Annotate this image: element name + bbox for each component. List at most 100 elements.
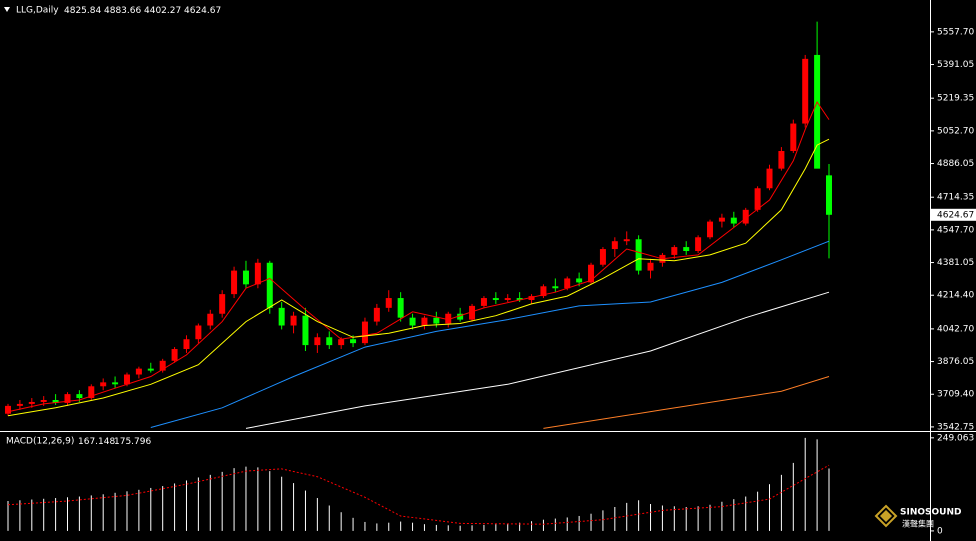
candle-body — [219, 294, 226, 314]
y-tick-label: 0 — [937, 526, 943, 536]
candle-body — [361, 321, 368, 344]
y-tick-label: 3542.75 — [937, 422, 974, 432]
watermark-text: SINOSOUND — [900, 508, 961, 518]
candle-body — [28, 401, 35, 404]
moving-average — [7, 138, 830, 417]
y-tick-label: 4886.05 — [937, 159, 974, 169]
candle-body — [564, 278, 571, 289]
candle-body — [552, 286, 559, 289]
moving-average — [150, 240, 830, 428]
candle-body — [492, 298, 499, 301]
candle-body — [135, 368, 142, 375]
candle-body — [433, 317, 440, 324]
candle-body — [635, 239, 642, 271]
moving-average — [7, 100, 830, 413]
macd-header: 167.148 175.796 — [78, 437, 151, 447]
candle-body — [290, 315, 297, 326]
candle-body — [445, 313, 452, 324]
y-tick-label: 3709.40 — [937, 390, 974, 400]
candle-body — [278, 307, 285, 326]
watermark: SINOSOUND 漢聲集團 — [874, 504, 961, 529]
candle-body — [350, 339, 357, 344]
signal-line — [7, 464, 830, 525]
y-tick-label: 5219.35 — [937, 94, 974, 104]
candle-body — [147, 368, 154, 371]
candle-body — [695, 237, 702, 251]
y-tick-label: 4381.05 — [937, 258, 974, 268]
candle-body — [40, 400, 47, 402]
candle-body — [373, 307, 380, 322]
candle-body — [421, 317, 428, 326]
candle-body — [457, 313, 464, 320]
candle-body — [469, 305, 476, 320]
price-pane — [5, 21, 832, 429]
candle-body — [302, 315, 309, 346]
candle-body — [183, 339, 190, 350]
candle-body — [647, 262, 654, 271]
moving-average — [543, 376, 830, 429]
last-price-label: 4624.67 — [937, 210, 974, 220]
watermark-subtext: 漢聲集團 — [902, 519, 934, 529]
y-tick-label: 249.063 — [937, 433, 974, 443]
candle-body — [207, 313, 214, 326]
moving-average — [245, 291, 830, 429]
y-tick-label: 3876.05 — [937, 357, 974, 367]
y-tick-label: 4714.35 — [937, 193, 974, 203]
candle-body — [778, 151, 785, 169]
candle-body — [730, 217, 737, 224]
candle-body — [338, 339, 345, 346]
y-tick-label: 5391.05 — [937, 60, 974, 70]
candle-body — [516, 298, 523, 301]
candle-body — [480, 298, 487, 306]
candle-body — [623, 239, 630, 242]
candle-body — [826, 175, 832, 215]
candle-body — [540, 286, 547, 297]
y-tick-label: 5052.70 — [937, 126, 974, 136]
candle-body — [528, 296, 535, 301]
candle-body — [112, 382, 119, 385]
candle-body — [754, 188, 761, 210]
candle-body — [16, 403, 23, 406]
candle-body — [100, 382, 107, 387]
candle-body — [231, 270, 238, 295]
y-tick-label: 4042.70 — [937, 324, 974, 334]
candle-body — [718, 217, 725, 222]
candle-body — [254, 262, 261, 285]
candle-body — [242, 270, 249, 285]
candle-body — [52, 400, 59, 403]
macd-title: MACD(12,26,9) — [6, 437, 74, 447]
candle-body — [64, 394, 71, 403]
candle-body — [766, 168, 773, 189]
candle-body — [671, 247, 678, 255]
candle-body — [707, 221, 714, 238]
chart-title: LLG,Daily — [16, 6, 59, 16]
ohlc-header: 4825.84 4883.66 4402.27 4624.67 — [64, 6, 221, 16]
candle-body — [314, 337, 321, 346]
collapse-icon — [4, 7, 10, 12]
candle-body — [409, 317, 416, 326]
candle-body — [5, 405, 11, 414]
candle-body — [326, 337, 333, 346]
candle-body — [88, 386, 95, 399]
candle-body — [266, 262, 273, 308]
candle-body — [76, 394, 83, 399]
candle-body — [814, 54, 821, 169]
candle-body — [576, 278, 583, 283]
last-price-box — [931, 208, 976, 221]
candle-body — [171, 349, 178, 361]
y-tick-label: 4547.70 — [937, 225, 974, 235]
candle-body — [742, 209, 749, 224]
macd-pane — [7, 437, 830, 531]
candle-body — [802, 58, 809, 124]
candle-body — [599, 249, 606, 265]
candle-body — [195, 325, 202, 340]
candle-body — [385, 298, 392, 308]
candle-body — [588, 264, 595, 283]
candle-body — [611, 241, 618, 250]
candle-body — [790, 123, 797, 152]
y-tick-label: 5557.70 — [937, 27, 974, 37]
candle-body — [504, 298, 511, 301]
axes: 5557.70 5391.05 5219.35 5052.70 4886.05 4714.… — [930, 27, 976, 536]
